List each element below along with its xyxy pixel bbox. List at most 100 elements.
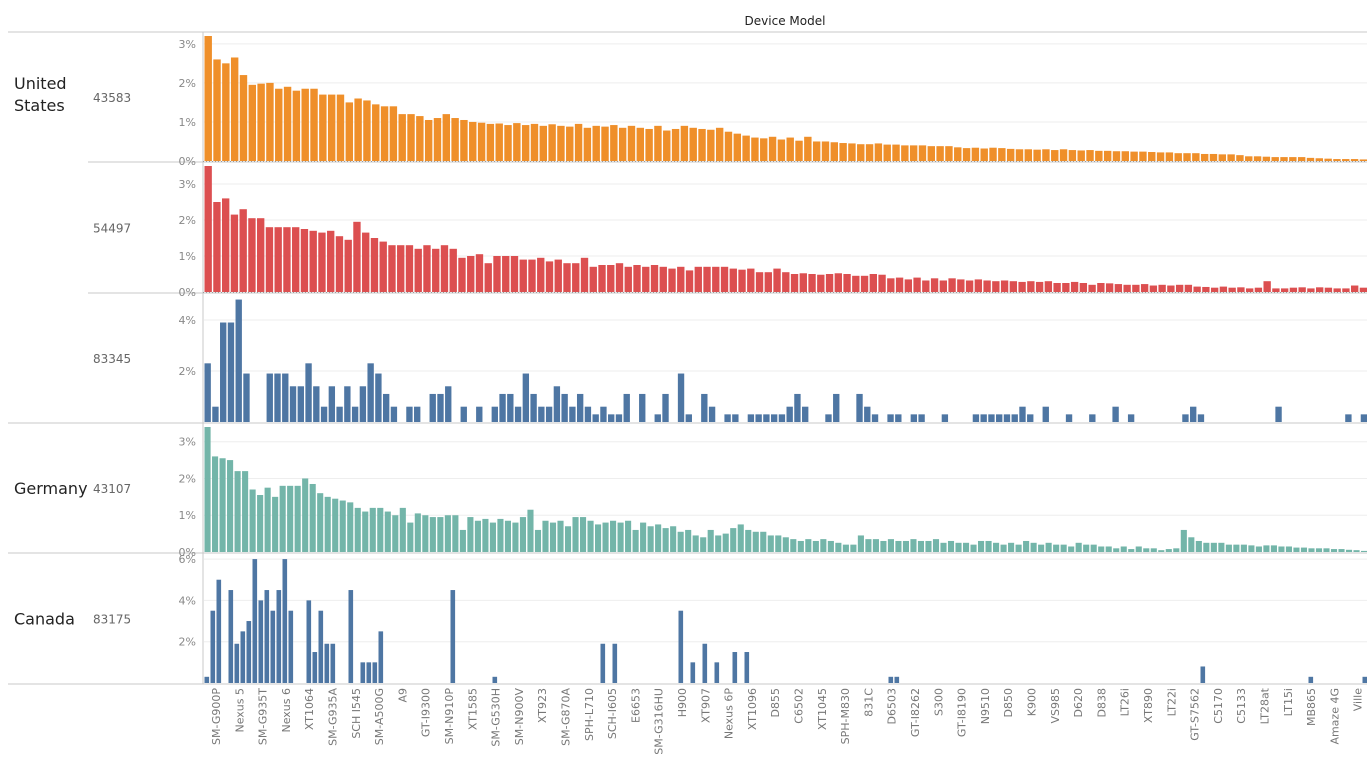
- bar[interactable]: [955, 543, 961, 552]
- bar[interactable]: [850, 545, 856, 552]
- bar[interactable]: [895, 677, 900, 683]
- bar[interactable]: [925, 541, 931, 552]
- bar[interactable]: [363, 100, 370, 161]
- bar[interactable]: [1166, 549, 1172, 552]
- bar[interactable]: [537, 258, 544, 292]
- bar[interactable]: [414, 407, 420, 422]
- bar[interactable]: [531, 124, 538, 161]
- bar[interactable]: [563, 263, 570, 292]
- bar[interactable]: [1141, 284, 1148, 292]
- bar[interactable]: [633, 530, 639, 552]
- bar[interactable]: [1062, 283, 1069, 292]
- bar[interactable]: [1333, 288, 1340, 292]
- bar[interactable]: [317, 493, 323, 552]
- bar[interactable]: [1190, 407, 1196, 422]
- bar[interactable]: [293, 91, 300, 161]
- bar[interactable]: [511, 256, 518, 292]
- bar[interactable]: [1323, 548, 1329, 552]
- bar[interactable]: [445, 515, 451, 552]
- bar[interactable]: [1246, 288, 1253, 292]
- bar[interactable]: [989, 148, 996, 161]
- bar[interactable]: [385, 512, 391, 552]
- bar[interactable]: [782, 272, 789, 292]
- bar[interactable]: [1361, 551, 1367, 552]
- bar[interactable]: [1097, 283, 1104, 292]
- bar[interactable]: [1361, 414, 1367, 422]
- bar[interactable]: [693, 535, 699, 552]
- bar[interactable]: [1128, 414, 1134, 422]
- bar[interactable]: [813, 541, 819, 552]
- bar[interactable]: [353, 222, 360, 292]
- bar[interactable]: [1095, 151, 1102, 161]
- bar[interactable]: [310, 89, 317, 161]
- bar[interactable]: [332, 499, 338, 552]
- bar[interactable]: [1132, 285, 1139, 292]
- bar[interactable]: [1045, 281, 1052, 292]
- bar[interactable]: [857, 144, 864, 161]
- bar[interactable]: [240, 209, 247, 292]
- bar[interactable]: [437, 394, 443, 422]
- bar[interactable]: [992, 281, 999, 292]
- bar[interactable]: [557, 126, 564, 161]
- bar[interactable]: [430, 517, 436, 552]
- bar[interactable]: [485, 263, 492, 292]
- bar[interactable]: [344, 386, 350, 422]
- bar[interactable]: [535, 530, 541, 552]
- bar[interactable]: [313, 386, 319, 422]
- bar[interactable]: [716, 128, 723, 161]
- bar[interactable]: [1078, 150, 1085, 161]
- bar[interactable]: [1272, 157, 1279, 161]
- bar[interactable]: [700, 537, 706, 552]
- bar[interactable]: [292, 227, 299, 292]
- bar[interactable]: [670, 526, 676, 552]
- bar[interactable]: [295, 486, 301, 552]
- bar[interactable]: [443, 114, 450, 161]
- bar[interactable]: [1342, 159, 1349, 161]
- bar[interactable]: [1068, 546, 1074, 552]
- bar[interactable]: [1016, 149, 1023, 161]
- bar[interactable]: [272, 497, 278, 552]
- bar[interactable]: [505, 521, 511, 552]
- bar[interactable]: [572, 263, 579, 292]
- bar[interactable]: [1043, 407, 1049, 422]
- bar[interactable]: [910, 539, 916, 552]
- bar[interactable]: [1255, 288, 1262, 292]
- bar[interactable]: [379, 631, 384, 683]
- bar[interactable]: [327, 231, 334, 292]
- bar[interactable]: [1053, 283, 1060, 292]
- bar[interactable]: [590, 267, 597, 292]
- bar[interactable]: [721, 267, 728, 292]
- bar[interactable]: [690, 128, 697, 161]
- bar[interactable]: [205, 36, 212, 161]
- bar[interactable]: [346, 102, 353, 161]
- bar[interactable]: [1080, 283, 1087, 292]
- bar[interactable]: [852, 276, 859, 292]
- bar[interactable]: [843, 545, 849, 552]
- bar[interactable]: [856, 394, 862, 422]
- bar[interactable]: [600, 407, 606, 422]
- bar[interactable]: [1233, 545, 1239, 552]
- bar[interactable]: [499, 394, 505, 422]
- bar[interactable]: [1128, 549, 1134, 552]
- bar[interactable]: [826, 274, 833, 292]
- bar[interactable]: [1001, 545, 1007, 552]
- bar[interactable]: [242, 471, 248, 552]
- bar[interactable]: [540, 126, 547, 161]
- bar[interactable]: [231, 57, 238, 161]
- bar[interactable]: [981, 149, 988, 162]
- bar[interactable]: [640, 523, 646, 552]
- bar[interactable]: [1143, 548, 1149, 552]
- bar[interactable]: [753, 532, 759, 552]
- bar[interactable]: [1316, 287, 1323, 292]
- bar[interactable]: [889, 677, 894, 683]
- bar[interactable]: [839, 143, 846, 161]
- bar[interactable]: [963, 543, 969, 552]
- bar[interactable]: [1027, 281, 1034, 292]
- bar[interactable]: [434, 118, 441, 161]
- bar[interactable]: [325, 644, 330, 683]
- bar[interactable]: [913, 278, 920, 292]
- bar[interactable]: [633, 265, 640, 292]
- bar[interactable]: [651, 265, 658, 292]
- bar[interactable]: [407, 523, 413, 552]
- bar[interactable]: [422, 515, 428, 552]
